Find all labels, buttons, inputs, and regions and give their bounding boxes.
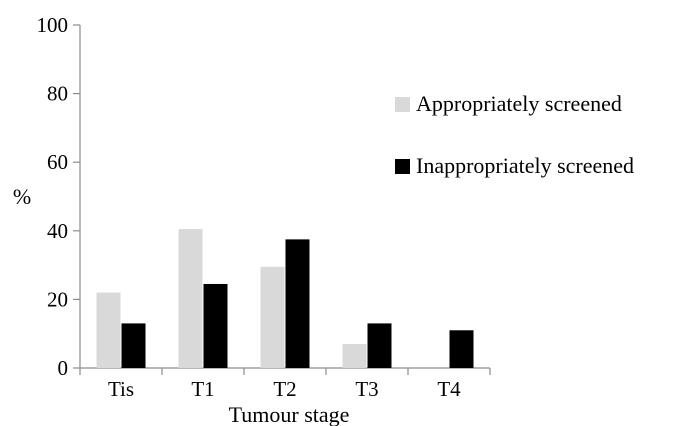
bar-inappropriately-tis [121,323,146,368]
y-tick-label: 80 [47,82,68,106]
legend-label: Inappropriately screened [416,153,634,178]
legend-swatch [395,159,410,174]
x-tick-label: Tis [108,377,134,401]
bar-appropriately-t2 [260,266,285,368]
x-axis-title: Tumour stage [229,402,350,426]
legend-swatch [395,97,410,112]
x-tick-label: T4 [437,377,461,401]
bar-inappropriately-t2 [285,239,310,368]
bar-appropriately-t3 [342,343,367,368]
y-tick-label: 100 [37,13,69,37]
y-tick-label: 60 [47,150,68,174]
bar-appropriately-t1 [178,229,203,368]
y-tick-label: 40 [47,219,68,243]
x-tick-label: T3 [355,377,378,401]
legend: Appropriately screened Inappropriately sc… [395,91,634,178]
legend-label: Appropriately screened [416,91,622,116]
y-tick-label: 20 [47,287,68,311]
bar-inappropriately-t1 [203,283,228,368]
bars [96,229,474,368]
bar-appropriately-tis [96,292,121,368]
y-tick-label: 0 [58,356,69,380]
bar-inappropriately-t4 [449,330,474,368]
x-tick-label: T1 [191,377,214,401]
bar-inappropriately-t3 [367,323,392,368]
x-axis: Tis T1 T2 T3 T4 [79,367,491,401]
x-tick-label: T2 [273,377,296,401]
y-axis: 0 20 40 60 80 100 [37,13,81,380]
y-axis-title: % [13,184,31,209]
